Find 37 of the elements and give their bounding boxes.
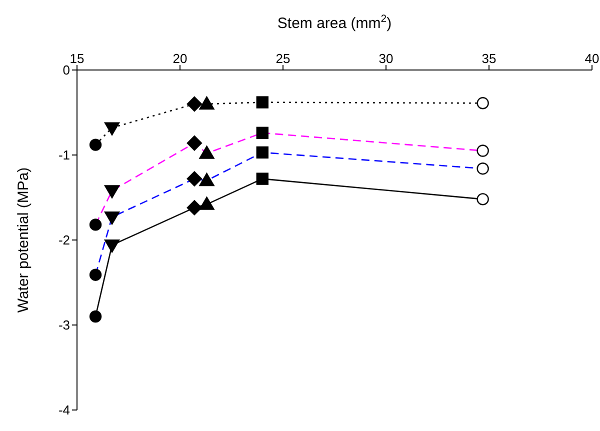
point	[89, 268, 102, 281]
point	[476, 162, 489, 175]
point	[104, 185, 120, 198]
point	[199, 146, 214, 159]
point	[256, 96, 268, 108]
point	[104, 240, 120, 253]
point	[256, 146, 268, 159]
point	[476, 193, 489, 206]
point	[186, 171, 202, 186]
point	[186, 96, 202, 112]
point	[104, 211, 120, 225]
y-tick-label: -4	[58, 402, 70, 418]
point	[186, 200, 202, 216]
x-tick-label: 30	[378, 51, 394, 66]
point	[89, 310, 102, 323]
x-tick-label: 35	[482, 51, 496, 66]
y-tick-label: -3	[58, 318, 70, 333]
y-tick-label: -1	[58, 148, 70, 163]
point	[89, 138, 102, 151]
point	[104, 122, 120, 136]
point	[89, 218, 102, 231]
point	[199, 96, 214, 110]
y-tick-label: 0	[62, 62, 70, 78]
x-tick-label: 15	[70, 51, 84, 66]
point	[186, 136, 202, 151]
x-axis-title: Stem area (mm$^{2}$)	[277, 13, 392, 32]
point	[476, 97, 489, 110]
x-tick-label: 40	[584, 51, 600, 66]
point	[256, 172, 268, 185]
point	[256, 126, 268, 139]
point	[199, 196, 214, 210]
y-axis-title: Water potential (MPa)	[15, 167, 32, 313]
point	[199, 172, 214, 186]
y-tick-label: -2	[58, 232, 70, 248]
x-tick-label: 25	[276, 51, 290, 66]
point	[476, 144, 489, 157]
x-tick-label: 20	[172, 51, 188, 66]
